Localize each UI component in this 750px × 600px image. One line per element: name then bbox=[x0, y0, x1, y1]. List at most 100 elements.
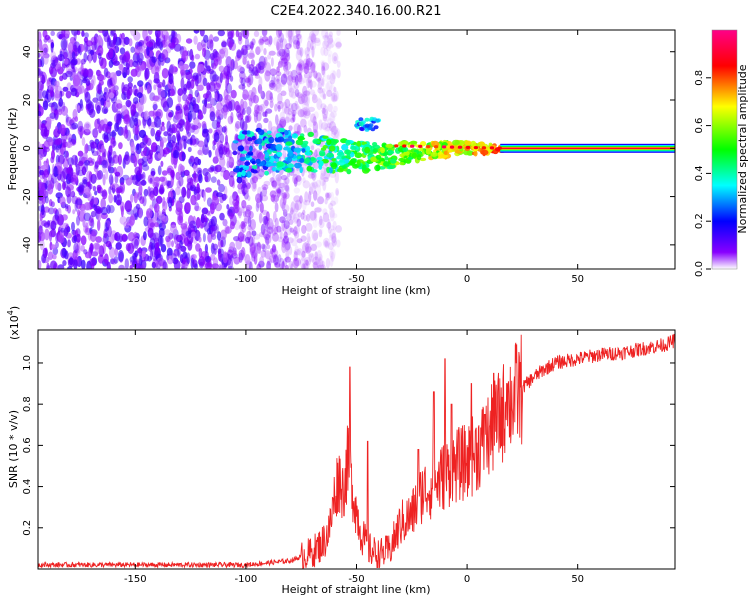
heatmap-noise-cell bbox=[143, 216, 149, 227]
heatmap-noise-cell bbox=[128, 59, 134, 68]
heatmap-noise-cell bbox=[311, 45, 315, 58]
heatmap-noise-cell bbox=[112, 150, 117, 159]
heatmap-noise-cell bbox=[90, 141, 98, 149]
heatmap-noise-cell bbox=[41, 74, 46, 85]
heatmap-peak-cell bbox=[481, 146, 487, 150]
heatmap-noise-cell bbox=[327, 118, 334, 126]
heatmap-signal-cell bbox=[239, 156, 247, 162]
heatmap-noise-cell bbox=[194, 53, 201, 60]
heatmap-noise-cell bbox=[147, 30, 153, 35]
heatmap-noise-cell bbox=[287, 237, 294, 244]
heatmap-signal-cell bbox=[247, 137, 253, 142]
heatmap-noise-cell bbox=[336, 68, 341, 79]
heatmap-noise-cell bbox=[40, 70, 44, 77]
heatmap-noise-cell bbox=[285, 30, 290, 39]
heatmap-noise-cell bbox=[291, 76, 297, 83]
heatmap-noise-cell bbox=[264, 234, 272, 245]
heatmap-noise-cell bbox=[297, 212, 302, 218]
heatmap-noise-cell bbox=[68, 44, 72, 55]
heatmap-noise-cell bbox=[282, 191, 290, 200]
heatmap-noise-cell bbox=[326, 221, 332, 229]
heatmap-signal-cell bbox=[258, 134, 264, 140]
heatmap-noise-cell bbox=[303, 72, 309, 79]
heatmap-noise-cell bbox=[187, 146, 192, 153]
heatmap-noise-cell bbox=[161, 121, 165, 127]
heatmap-noise-cell bbox=[273, 36, 280, 47]
heatmap-noise-cell bbox=[48, 77, 54, 83]
heatmap-noise-cell bbox=[61, 105, 69, 116]
heatmap-noise-cell bbox=[251, 251, 256, 262]
heatmap-noise-cell bbox=[300, 108, 304, 120]
heatmap-noise-cell bbox=[110, 30, 116, 36]
heatmap-noise-cell bbox=[291, 238, 298, 247]
heatmap-noise-cell bbox=[203, 34, 209, 43]
heatmap-noise-cell bbox=[192, 72, 199, 81]
heatmap-noise-cell bbox=[144, 135, 149, 144]
heatmap-noise-cell bbox=[155, 66, 160, 76]
heatmap-noise-cell bbox=[180, 77, 185, 90]
heatmap-noise-cell bbox=[312, 30, 320, 37]
heatmap-noise-cell bbox=[308, 71, 313, 78]
heatmap-noise-cell bbox=[183, 169, 190, 176]
heatmap-signal-cell bbox=[237, 145, 245, 152]
heatmap-noise-cell bbox=[278, 60, 283, 67]
heatmap-noise-cell bbox=[264, 99, 269, 107]
heatmap-signal-cell bbox=[337, 168, 344, 173]
heatmap-peak-cell bbox=[465, 145, 471, 149]
heatmap-noise-cell bbox=[330, 125, 334, 134]
heatmap-noise-cell bbox=[334, 128, 341, 139]
heatmap-noise-cell bbox=[275, 174, 282, 182]
heatmap-noise-cell bbox=[318, 218, 325, 229]
heatmap-noise-cell bbox=[276, 38, 281, 51]
heatmap-noise-cell bbox=[294, 168, 300, 179]
snr-scale-label: (x10 bbox=[8, 315, 21, 340]
heatmap-noise-cell bbox=[267, 54, 272, 60]
heatmap-noise-cell bbox=[102, 174, 106, 186]
heatmap-noise-cell bbox=[256, 242, 262, 254]
heatmap-noise-cell bbox=[72, 209, 76, 215]
heatmap-noise-cell bbox=[303, 94, 311, 107]
heatmap-signal-cell bbox=[249, 145, 253, 152]
heatmap-signal-cell bbox=[293, 147, 302, 153]
heatmap-noise-cell bbox=[127, 76, 133, 83]
heatmap-noise-cell bbox=[258, 212, 263, 224]
heatmap-noise-cell bbox=[303, 62, 309, 75]
heatmap-noise-cell bbox=[332, 94, 338, 102]
heatmap-noise-cell bbox=[196, 193, 201, 200]
heatmap-noise-cell bbox=[47, 173, 53, 182]
heatmap-noise-cell bbox=[274, 217, 279, 229]
heatmap-noise-cell bbox=[271, 195, 278, 204]
heatmap-signal-cell bbox=[470, 140, 477, 147]
heatmap-noise-cell bbox=[186, 188, 191, 199]
heatmap-x-label: Height of straight line (km) bbox=[281, 284, 430, 297]
heatmap-noise-cell bbox=[57, 264, 65, 269]
heatmap-noise-cell bbox=[317, 253, 323, 261]
heatmap-signal-cell bbox=[402, 146, 409, 152]
heatmap-noise-cell bbox=[313, 190, 318, 201]
heatmap-noise-cell bbox=[134, 212, 139, 221]
snr-xtick-label: 50 bbox=[571, 574, 584, 585]
heatmap-signal-cell bbox=[410, 140, 418, 145]
heatmap-noise-cell bbox=[200, 213, 205, 224]
heatmap-noise-cell bbox=[273, 77, 277, 87]
heatmap-noise-cell bbox=[234, 123, 239, 132]
heatmap-noise-cell bbox=[112, 140, 117, 147]
heatmap-noise-cell bbox=[297, 73, 303, 83]
heatmap-noise-cell bbox=[67, 239, 71, 248]
heatmap-noise-cell bbox=[129, 215, 135, 226]
heatmap-peak-cell bbox=[402, 144, 407, 148]
heatmap-noise-cell bbox=[138, 40, 145, 46]
heatmap-noise-cell bbox=[305, 58, 313, 68]
heatmap-noise-cell bbox=[205, 103, 213, 109]
heatmap-noise-cell bbox=[198, 255, 206, 267]
heatmap-signal-cell bbox=[440, 153, 448, 159]
heatmap-noise-cell bbox=[193, 263, 198, 269]
heatmap-noise-cell bbox=[278, 257, 285, 269]
heatmap-noise-cell bbox=[116, 165, 124, 178]
heatmap-noise-cell bbox=[55, 125, 58, 132]
heatmap-noise-cell bbox=[103, 67, 109, 78]
heatmap-noise-cell bbox=[123, 36, 130, 46]
heatmap-noise-cell bbox=[47, 138, 54, 147]
heatmap-noise-cell bbox=[59, 50, 63, 58]
heatmap-noise-cell bbox=[218, 183, 225, 193]
